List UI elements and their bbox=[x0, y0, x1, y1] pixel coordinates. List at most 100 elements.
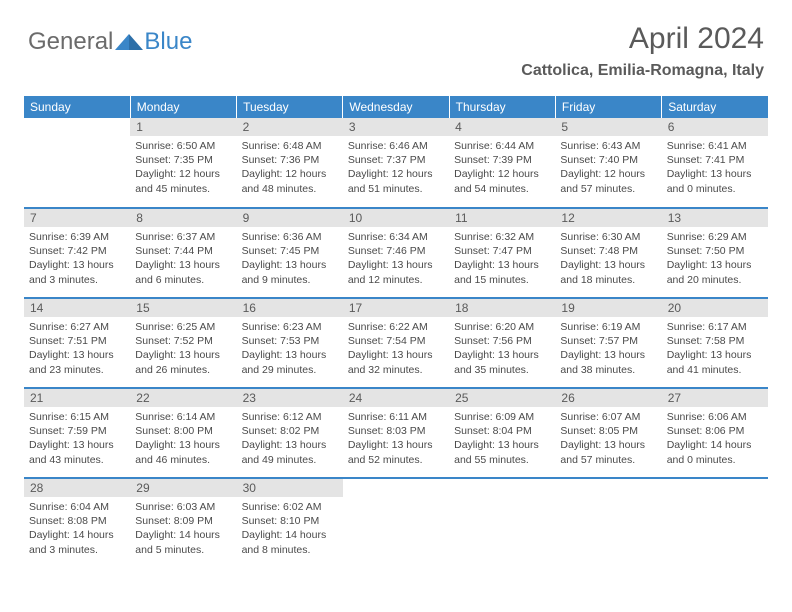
day-number: 12 bbox=[555, 209, 661, 227]
calendar-cell: 17Sunrise: 6:22 AMSunset: 7:54 PMDayligh… bbox=[343, 298, 449, 388]
sunset-line: Sunset: 8:08 PM bbox=[29, 514, 125, 528]
daylight-line: Daylight: 13 hours and 0 minutes. bbox=[667, 167, 763, 195]
calendar-cell: 1Sunrise: 6:50 AMSunset: 7:35 PMDaylight… bbox=[130, 118, 236, 208]
sunrise-line: Sunrise: 6:03 AM bbox=[135, 500, 231, 514]
sunset-line: Sunset: 7:36 PM bbox=[242, 153, 338, 167]
sunset-line: Sunset: 7:37 PM bbox=[348, 153, 444, 167]
day-number: 15 bbox=[130, 299, 236, 317]
calendar-cell: 18Sunrise: 6:20 AMSunset: 7:56 PMDayligh… bbox=[449, 298, 555, 388]
sunrise-line: Sunrise: 6:44 AM bbox=[454, 139, 550, 153]
sunrise-line: Sunrise: 6:11 AM bbox=[348, 410, 444, 424]
day-details: Sunrise: 6:02 AMSunset: 8:10 PMDaylight:… bbox=[237, 497, 343, 560]
calendar-cell: 20Sunrise: 6:17 AMSunset: 7:58 PMDayligh… bbox=[662, 298, 768, 388]
sunrise-line: Sunrise: 6:14 AM bbox=[135, 410, 231, 424]
day-number: 4 bbox=[449, 118, 555, 136]
calendar-cell: 5Sunrise: 6:43 AMSunset: 7:40 PMDaylight… bbox=[555, 118, 661, 208]
day-number: 26 bbox=[555, 389, 661, 407]
day-details: Sunrise: 6:32 AMSunset: 7:47 PMDaylight:… bbox=[449, 227, 555, 290]
sunset-line: Sunset: 7:47 PM bbox=[454, 244, 550, 258]
sunset-line: Sunset: 7:51 PM bbox=[29, 334, 125, 348]
daylight-line: Daylight: 13 hours and 46 minutes. bbox=[135, 438, 231, 466]
weekday-header: Tuesday bbox=[237, 96, 343, 118]
daylight-line: Daylight: 13 hours and 6 minutes. bbox=[135, 258, 231, 286]
day-details: Sunrise: 6:44 AMSunset: 7:39 PMDaylight:… bbox=[449, 136, 555, 199]
daylight-line: Daylight: 13 hours and 49 minutes. bbox=[242, 438, 338, 466]
daylight-line: Daylight: 13 hours and 38 minutes. bbox=[560, 348, 656, 376]
day-details: Sunrise: 6:07 AMSunset: 8:05 PMDaylight:… bbox=[555, 407, 661, 470]
day-details: Sunrise: 6:04 AMSunset: 8:08 PMDaylight:… bbox=[24, 497, 130, 560]
day-details: Sunrise: 6:37 AMSunset: 7:44 PMDaylight:… bbox=[130, 227, 236, 290]
day-number: 6 bbox=[662, 118, 768, 136]
sunset-line: Sunset: 7:39 PM bbox=[454, 153, 550, 167]
calendar-cell: 7Sunrise: 6:39 AMSunset: 7:42 PMDaylight… bbox=[24, 208, 130, 298]
day-number: 27 bbox=[662, 389, 768, 407]
sunset-line: Sunset: 7:53 PM bbox=[242, 334, 338, 348]
calendar-cell: 28Sunrise: 6:04 AMSunset: 8:08 PMDayligh… bbox=[24, 478, 130, 568]
calendar-cell: 11Sunrise: 6:32 AMSunset: 7:47 PMDayligh… bbox=[449, 208, 555, 298]
sunset-line: Sunset: 7:41 PM bbox=[667, 153, 763, 167]
calendar-table: Sunday Monday Tuesday Wednesday Thursday… bbox=[24, 96, 768, 568]
day-number: 24 bbox=[343, 389, 449, 407]
weekday-header: Sunday bbox=[24, 96, 130, 118]
sunset-line: Sunset: 7:46 PM bbox=[348, 244, 444, 258]
daylight-line: Daylight: 13 hours and 23 minutes. bbox=[29, 348, 125, 376]
day-number: 19 bbox=[555, 299, 661, 317]
sunset-line: Sunset: 7:58 PM bbox=[667, 334, 763, 348]
day-number: 16 bbox=[237, 299, 343, 317]
day-details: Sunrise: 6:20 AMSunset: 7:56 PMDaylight:… bbox=[449, 317, 555, 380]
sunrise-line: Sunrise: 6:48 AM bbox=[242, 139, 338, 153]
sunset-line: Sunset: 8:05 PM bbox=[560, 424, 656, 438]
day-details: Sunrise: 6:46 AMSunset: 7:37 PMDaylight:… bbox=[343, 136, 449, 199]
day-number: 25 bbox=[449, 389, 555, 407]
day-details: Sunrise: 6:34 AMSunset: 7:46 PMDaylight:… bbox=[343, 227, 449, 290]
sunrise-line: Sunrise: 6:12 AM bbox=[242, 410, 338, 424]
sunrise-line: Sunrise: 6:02 AM bbox=[242, 500, 338, 514]
day-details: Sunrise: 6:06 AMSunset: 8:06 PMDaylight:… bbox=[662, 407, 768, 470]
sunrise-line: Sunrise: 6:25 AM bbox=[135, 320, 231, 334]
calendar-cell: 24Sunrise: 6:11 AMSunset: 8:03 PMDayligh… bbox=[343, 388, 449, 478]
calendar-cell: 23 Sunrise: 6:12 AMSunset: 8:02 PMDayligh… bbox=[237, 388, 343, 478]
sunset-line: Sunset: 7:42 PM bbox=[29, 244, 125, 258]
sunset-line: Sunset: 7:44 PM bbox=[135, 244, 231, 258]
sunrise-line: Sunrise: 6:23 AM bbox=[242, 320, 338, 334]
weekday-header-row: Sunday Monday Tuesday Wednesday Thursday… bbox=[24, 96, 768, 118]
logo-text-blue: Blue bbox=[144, 28, 192, 56]
daylight-line: Daylight: 14 hours and 3 minutes. bbox=[29, 528, 125, 556]
sunrise-line: Sunrise: 6:15 AM bbox=[29, 410, 125, 424]
day-number: 29 bbox=[130, 479, 236, 497]
daylight-line: Daylight: 13 hours and 15 minutes. bbox=[454, 258, 550, 286]
sunset-line: Sunset: 8:09 PM bbox=[135, 514, 231, 528]
sunrise-line: Sunrise: 6:39 AM bbox=[29, 230, 125, 244]
daylight-line: Daylight: 12 hours and 48 minutes. bbox=[242, 167, 338, 195]
sunrise-line: Sunrise: 6:34 AM bbox=[348, 230, 444, 244]
day-number: 20 bbox=[662, 299, 768, 317]
sunset-line: Sunset: 7:45 PM bbox=[242, 244, 338, 258]
daylight-line: Daylight: 13 hours and 20 minutes. bbox=[667, 258, 763, 286]
day-details: Sunrise: 6:15 AMSunset: 7:59 PMDaylight:… bbox=[24, 407, 130, 470]
logo-text-general: General bbox=[28, 28, 113, 56]
day-number: 23 bbox=[237, 389, 343, 407]
sunset-line: Sunset: 8:02 PM bbox=[242, 424, 338, 438]
daylight-line: Daylight: 12 hours and 51 minutes. bbox=[348, 167, 444, 195]
sunrise-line: Sunrise: 6:20 AM bbox=[454, 320, 550, 334]
sunset-line: Sunset: 7:57 PM bbox=[560, 334, 656, 348]
day-details: Sunrise: 6:14 AMSunset: 8:00 PMDaylight:… bbox=[130, 407, 236, 470]
day-details: Sunrise: 6:19 AMSunset: 7:57 PMDaylight:… bbox=[555, 317, 661, 380]
sunrise-line: Sunrise: 6:09 AM bbox=[454, 410, 550, 424]
calendar-cell: 21Sunrise: 6:15 AMSunset: 7:59 PMDayligh… bbox=[24, 388, 130, 478]
daylight-line: Daylight: 13 hours and 52 minutes. bbox=[348, 438, 444, 466]
sunrise-line: Sunrise: 6:46 AM bbox=[348, 139, 444, 153]
daylight-line: Daylight: 13 hours and 26 minutes. bbox=[135, 348, 231, 376]
daylight-line: Daylight: 13 hours and 43 minutes. bbox=[29, 438, 125, 466]
calendar-cell: 22Sunrise: 6:14 AMSunset: 8:00 PMDayligh… bbox=[130, 388, 236, 478]
daylight-line: Daylight: 13 hours and 9 minutes. bbox=[242, 258, 338, 286]
sunrise-line: Sunrise: 6:50 AM bbox=[135, 139, 231, 153]
location-text: Cattolica, Emilia-Romagna, Italy bbox=[521, 62, 764, 80]
sunset-line: Sunset: 7:54 PM bbox=[348, 334, 444, 348]
day-details: Sunrise: 6:29 AMSunset: 7:50 PMDaylight:… bbox=[662, 227, 768, 290]
day-details: Sunrise: 6:39 AMSunset: 7:42 PMDaylight:… bbox=[24, 227, 130, 290]
day-details: Sunrise: 6:50 AMSunset: 7:35 PMDaylight:… bbox=[130, 136, 236, 199]
weekday-header: Friday bbox=[555, 96, 661, 118]
sunrise-line: Sunrise: 6:37 AM bbox=[135, 230, 231, 244]
day-details: Sunrise: 6:25 AMSunset: 7:52 PMDaylight:… bbox=[130, 317, 236, 380]
